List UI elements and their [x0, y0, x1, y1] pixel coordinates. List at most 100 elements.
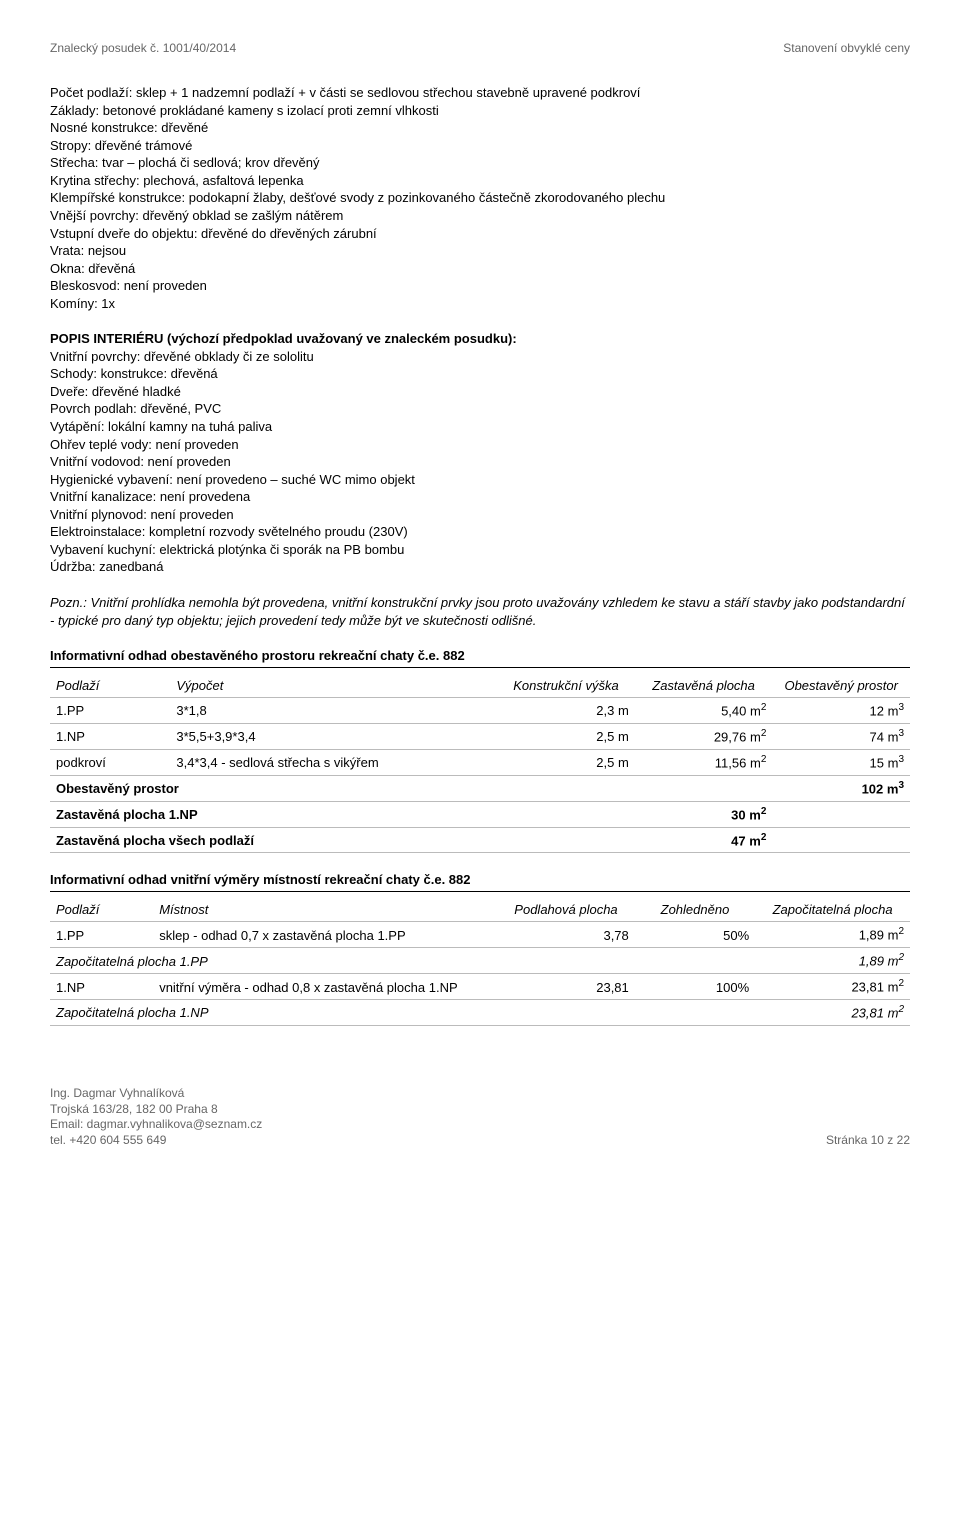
description-line: Počet podlaží: sklep + 1 nadzemní podlaž…: [50, 84, 910, 102]
cell: podkroví: [50, 749, 170, 775]
footer-page: Stránka 10 z 22: [826, 1132, 910, 1148]
description-line: Hygienické vybavení: není provedeno – su…: [50, 471, 910, 489]
cell: 50%: [635, 922, 755, 948]
table-row: 1.PP3*1,82,3 m5,40 m212 m3: [50, 698, 910, 724]
description-line: Schody: konstrukce: dřevěná: [50, 365, 910, 383]
cell: 74 m3: [772, 724, 910, 750]
col-vypocet: Výpočet: [170, 674, 497, 698]
cell: 29,76 m2: [635, 724, 773, 750]
cell: [772, 801, 910, 827]
description-line: Vnitřní plynovod: není proveden: [50, 506, 910, 524]
summary-value: 1,89 m2: [755, 948, 910, 974]
interior-title: POPIS INTERIÉRU (výchozí předpoklad uvaž…: [50, 330, 910, 348]
summary-label: Zastavěná plocha 1.NP: [50, 801, 635, 827]
summary-row: Započitatelná plocha 1.PP1,89 m2: [50, 948, 910, 974]
description-line: Vybavení kuchyní: elektrická plotýnka či…: [50, 541, 910, 559]
description-block-1: Počet podlaží: sklep + 1 nadzemní podlaž…: [50, 84, 910, 312]
cell: 1,89 m2: [755, 922, 910, 948]
col-zohledneno: Zohledněno: [635, 898, 755, 922]
cell: 12 m3: [772, 698, 910, 724]
col-podlazi: Podlaží: [50, 898, 153, 922]
cell: 1.NP: [50, 724, 170, 750]
header-right: Stanovení obvyklé ceny: [783, 40, 910, 56]
description-line: Základy: betonové prokládané kameny s iz…: [50, 102, 910, 120]
summary-row: Zastavěná plocha všech podlaží47 m2: [50, 827, 910, 853]
col-obestaveny: Obestavěný prostor: [772, 674, 910, 698]
page-footer: Ing. Dagmar Vyhnalíková Trojská 163/28, …: [50, 1086, 910, 1148]
footer-tel: tel. +420 604 555 649: [50, 1133, 262, 1149]
summary-value: 102 m3: [772, 775, 910, 801]
description-line: Střecha: tvar – plochá či sedlová; krov …: [50, 154, 910, 172]
table-row: 1.NP3*5,5+3,9*3,42,5 m29,76 m274 m3: [50, 724, 910, 750]
summary-label: Započitatelná plocha 1.NP: [50, 1000, 755, 1026]
cell: 1.NP: [50, 974, 153, 1000]
description-line: Vnitřní kanalizace: není provedena: [50, 488, 910, 506]
cell: 11,56 m2: [635, 749, 773, 775]
cell: sklep - odhad 0,7 x zastavěná plocha 1.P…: [153, 922, 497, 948]
description-line: Okna: dřevěná: [50, 260, 910, 278]
table2-title: Informativní odhad vnitřní výměry místno…: [50, 871, 910, 892]
header-left: Znalecký posudek č. 1001/40/2014: [50, 40, 236, 56]
table-header-row: Podlaží Výpočet Konstrukční výška Zastav…: [50, 674, 910, 698]
table1-title: Informativní odhad obestavěného prostoru…: [50, 647, 910, 668]
cell: 2,3 m: [497, 698, 635, 724]
col-vyska: Konstrukční výška: [497, 674, 635, 698]
cell: 3,78: [497, 922, 635, 948]
cell: 1.PP: [50, 922, 153, 948]
summary-label: Zastavěná plocha všech podlaží: [50, 827, 635, 853]
description-line: Stropy: dřevěné trámové: [50, 137, 910, 155]
description-line: Ohřev teplé vody: není proveden: [50, 436, 910, 454]
page-header: Znalecký posudek č. 1001/40/2014 Stanove…: [50, 40, 910, 56]
cell: 3*5,5+3,9*3,4: [170, 724, 497, 750]
description-block-2: POPIS INTERIÉRU (výchozí předpoklad uvaž…: [50, 330, 910, 576]
area-table: Podlaží Místnost Podlahová plocha Zohled…: [50, 898, 910, 1026]
note-paragraph: Pozn.: Vnitřní prohlídka nemohla být pro…: [50, 594, 910, 629]
col-zapocit: Započitatelná plocha: [755, 898, 910, 922]
description-line: Nosné konstrukce: dřevěné: [50, 119, 910, 137]
description-line: Vnější povrchy: dřevěný obklad se zašlým…: [50, 207, 910, 225]
description-line: Údržba: zanedbaná: [50, 558, 910, 576]
description-line: Povrch podlah: dřevěné, PVC: [50, 400, 910, 418]
col-mistnost: Místnost: [153, 898, 497, 922]
description-line: Dveře: dřevěné hladké: [50, 383, 910, 401]
cell: 5,40 m2: [635, 698, 773, 724]
table-header-row: Podlaží Místnost Podlahová plocha Zohled…: [50, 898, 910, 922]
cell: vnitřní výměra - odhad 0,8 x zastavěná p…: [153, 974, 497, 1000]
description-line: Vstupní dveře do objektu: dřevěné do dře…: [50, 225, 910, 243]
description-line: Klempířské konstrukce: podokapní žlaby, …: [50, 189, 910, 207]
cell: 23,81: [497, 974, 635, 1000]
footer-name: Ing. Dagmar Vyhnalíková: [50, 1086, 262, 1102]
footer-email: Email: dagmar.vyhnalikova@seznam.cz: [50, 1117, 262, 1133]
cell: 1.PP: [50, 698, 170, 724]
description-line: Komíny: 1x: [50, 295, 910, 313]
table-row: podkroví3,4*3,4 - sedlová střecha s viký…: [50, 749, 910, 775]
summary-row: Obestavěný prostor102 m3: [50, 775, 910, 801]
summary-value: 23,81 m2: [755, 1000, 910, 1026]
description-line: Vnitřní povrchy: dřevěné obklady či ze s…: [50, 348, 910, 366]
col-podlazi: Podlaží: [50, 674, 170, 698]
summary-label: Započitatelná plocha 1.PP: [50, 948, 755, 974]
cell: 3*1,8: [170, 698, 497, 724]
summary-row: Započitatelná plocha 1.NP23,81 m2: [50, 1000, 910, 1026]
cell: 100%: [635, 974, 755, 1000]
cell: 15 m3: [772, 749, 910, 775]
cell: [772, 827, 910, 853]
summary-value: 30 m2: [635, 801, 773, 827]
col-podlahova: Podlahová plocha: [497, 898, 635, 922]
summary-label: Obestavěný prostor: [50, 775, 772, 801]
table-row: 1.NPvnitřní výměra - odhad 0,8 x zastavě…: [50, 974, 910, 1000]
cell: 23,81 m2: [755, 974, 910, 1000]
description-line: Krytina střechy: plechová, asfaltová lep…: [50, 172, 910, 190]
summary-row: Zastavěná plocha 1.NP30 m2: [50, 801, 910, 827]
cell: 2,5 m: [497, 724, 635, 750]
description-line: Bleskosvod: není proveden: [50, 277, 910, 295]
cell: 2,5 m: [497, 749, 635, 775]
cell: 3,4*3,4 - sedlová střecha s vikýřem: [170, 749, 497, 775]
table-row: 1.PPsklep - odhad 0,7 x zastavěná plocha…: [50, 922, 910, 948]
description-line: Vnitřní vodovod: není proveden: [50, 453, 910, 471]
description-line: Vrata: nejsou: [50, 242, 910, 260]
summary-value: 47 m2: [635, 827, 773, 853]
volume-table: Podlaží Výpočet Konstrukční výška Zastav…: [50, 674, 910, 854]
description-line: Elektroinstalace: kompletní rozvody svět…: [50, 523, 910, 541]
col-zastavena: Zastavěná plocha: [635, 674, 773, 698]
